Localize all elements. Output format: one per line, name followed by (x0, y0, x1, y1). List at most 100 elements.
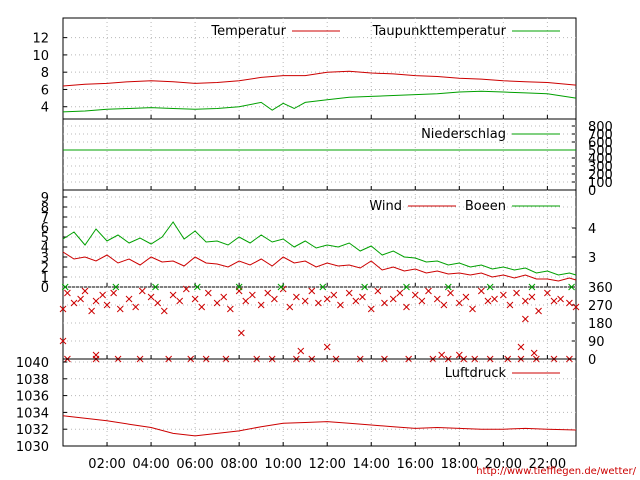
scatter-mark (396, 289, 404, 297)
scatter-mark (572, 303, 580, 311)
scatter-point (286, 303, 294, 311)
scatter-point (506, 301, 514, 309)
y-tick-label-right: 3 (588, 251, 596, 266)
scatter-mark (418, 297, 426, 305)
legend-label-temperatur: Temperatur (210, 24, 286, 39)
scatter-point (323, 343, 331, 351)
scatter-point (213, 299, 221, 307)
scatter-mark (297, 347, 305, 355)
scatter-mark (455, 299, 463, 307)
scatter-point (116, 305, 124, 313)
y-tick-label-right: 0 (588, 184, 596, 199)
scatter-point (444, 283, 452, 291)
scatter-point (138, 287, 146, 295)
y-tick-label: 6 (41, 221, 49, 236)
y-tick-label-right: 500 (588, 144, 613, 159)
scatter-point (220, 293, 228, 301)
x-tick-label: 02:00 (88, 457, 125, 472)
y-tick-label-right: 90 (588, 335, 605, 350)
scatter-point (462, 293, 470, 301)
footer-url[interactable]: http://www.tiefflegen.de/wetter/ (476, 466, 636, 477)
scatter-mark (116, 305, 124, 313)
y-tick-label: 8 (41, 201, 49, 216)
scatter-mark (323, 343, 331, 351)
scatter-point (396, 289, 404, 297)
scatter-mark (237, 329, 245, 337)
x-tick-label: 14:00 (353, 457, 390, 472)
scatter-point (381, 299, 388, 307)
scatter-mark (367, 305, 375, 313)
y-tick-label: 1036 (16, 390, 49, 405)
scatter-point (522, 315, 529, 323)
scatter-mark (235, 283, 243, 291)
scatter-mark (132, 303, 140, 311)
scatter-mark (59, 337, 67, 345)
series-line-temperatur (62, 70, 577, 87)
scatter-mark (491, 295, 498, 303)
scatter-mark (425, 287, 432, 295)
scatter-mark (330, 291, 338, 299)
scatter-point (315, 299, 322, 307)
scatter-point (70, 299, 78, 307)
scatter-point (440, 301, 448, 309)
scatter-point (59, 305, 67, 313)
y-tick-label: 7 (41, 211, 49, 226)
scatter-point (176, 297, 184, 305)
scatter-mark (438, 351, 446, 359)
x-tick-label: 12:00 (308, 457, 345, 472)
scatter-point (491, 295, 498, 303)
y-tick-label: 3 (41, 251, 49, 266)
scatter-point (361, 283, 368, 291)
scatter-mark (277, 283, 285, 291)
scatter-mark (193, 283, 201, 291)
temperature-panel: 4 6 8 10 12 (32, 17, 577, 120)
x-tick-label: 16:00 (397, 457, 434, 472)
scatter-point (264, 289, 272, 297)
legend-label-luftdruck: Luftdruck (445, 366, 507, 381)
scatter-mark (557, 295, 564, 303)
scatter-point (248, 291, 256, 299)
scatter-point (235, 283, 243, 291)
scatter-mark (440, 301, 448, 309)
scatter-mark (528, 293, 536, 301)
scatter-mark (352, 297, 360, 305)
scatter-point (352, 297, 360, 305)
scatter-point (367, 305, 375, 313)
scatter-point (438, 351, 446, 359)
scatter-point (447, 289, 454, 297)
scatter-point (191, 295, 199, 303)
scatter-point (103, 301, 111, 309)
scatter-mark (169, 291, 177, 299)
scatter-point (204, 289, 212, 297)
scatter-mark (433, 295, 441, 303)
scatter-mark (462, 293, 470, 301)
scatter-mark (147, 293, 155, 301)
scatter-point (61, 283, 69, 291)
y-tick-label: 1 (41, 271, 49, 286)
scatter-point (110, 289, 117, 297)
panel-frame (62, 358, 577, 447)
scatter-point (182, 285, 190, 293)
scatter-mark (323, 295, 331, 303)
scatter-mark (522, 297, 529, 305)
x-axis: 02:00 04:00 06:00 08:00 10:00 12:00 14:00 16:00… (88, 457, 566, 472)
scatter-mark (64, 289, 71, 297)
legend-label-boeen: Boeen (465, 199, 506, 214)
y-tick-label: 1032 (16, 423, 49, 438)
scatter-point (301, 297, 309, 305)
scatter-point (359, 293, 366, 301)
scatter-mark (59, 305, 67, 313)
scatter-point (242, 297, 250, 305)
scatter-mark (522, 315, 529, 323)
x-tick-label: 04:00 (132, 457, 169, 472)
scatter-point (425, 287, 432, 295)
series-line-luftdruck (62, 415, 577, 437)
scatter-mark (70, 299, 78, 307)
y-tick-label-right: 270 (588, 299, 613, 314)
scatter-point (486, 283, 494, 291)
scatter-point (169, 291, 177, 299)
scatter-mark (455, 351, 463, 359)
y-tick-label-right: 360 (588, 281, 613, 296)
